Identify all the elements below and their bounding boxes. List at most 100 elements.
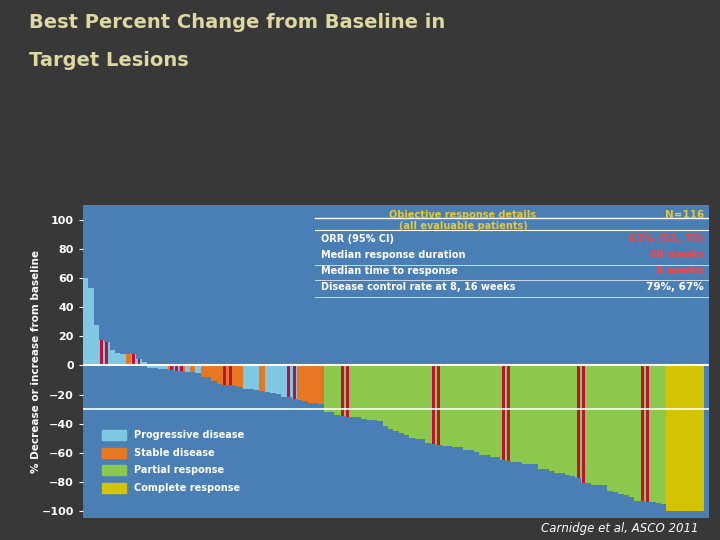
Bar [341, 366, 344, 416]
Bar [382, 366, 388, 426]
Bar [102, 483, 125, 493]
Bar [102, 465, 125, 475]
Bar [313, 366, 318, 403]
Bar [238, 366, 243, 387]
Bar [458, 366, 463, 447]
Bar [463, 366, 468, 449]
Bar [293, 366, 296, 399]
Bar [645, 366, 650, 502]
Bar [361, 366, 366, 418]
Bar [432, 366, 435, 443]
Text: 79%, 67%: 79%, 67% [646, 282, 704, 292]
Bar [170, 366, 173, 370]
Bar [437, 366, 441, 445]
Text: Progressive disease: Progressive disease [134, 430, 244, 440]
Bar [329, 366, 334, 412]
Text: Disease control rate at 8, 16 weeks: Disease control rate at 8, 16 weeks [320, 282, 515, 292]
Bar [468, 366, 474, 450]
Bar [527, 366, 533, 464]
Bar [292, 366, 297, 399]
Bar [94, 325, 99, 366]
Bar [287, 366, 292, 397]
Bar [420, 366, 426, 439]
Text: Objective response details
(all evaluable patients): Objective response details (all evaluabl… [390, 210, 536, 231]
Bar [132, 354, 135, 366]
Text: Median response duration: Median response duration [320, 249, 465, 260]
Bar [228, 366, 233, 385]
Bar [608, 366, 613, 491]
Bar [120, 354, 125, 366]
Bar [181, 366, 184, 371]
Text: 61% (52, 70): 61% (52, 70) [629, 234, 704, 244]
Bar [102, 448, 125, 458]
Bar [281, 366, 287, 396]
Bar [340, 366, 345, 416]
Bar [533, 366, 538, 464]
Bar [554, 366, 559, 472]
Bar [254, 366, 259, 390]
Bar [99, 340, 104, 366]
Bar [184, 366, 190, 372]
Bar [372, 366, 377, 421]
Bar [201, 366, 206, 377]
Bar [672, 366, 677, 511]
Bar [479, 366, 485, 455]
Text: Median time to response: Median time to response [320, 266, 457, 276]
Bar [190, 366, 195, 372]
Bar [276, 366, 281, 394]
Bar [516, 366, 522, 462]
Bar [163, 366, 168, 369]
Bar [302, 366, 307, 401]
Bar [211, 366, 217, 381]
Text: 8 weeks: 8 weeks [656, 266, 704, 276]
Bar [564, 366, 570, 475]
Text: Complete response: Complete response [134, 483, 240, 493]
Bar [366, 366, 372, 420]
Bar [206, 366, 211, 377]
Bar [265, 366, 270, 392]
Bar [688, 366, 693, 511]
Bar [388, 366, 393, 429]
Bar [138, 359, 140, 366]
Bar [613, 366, 618, 492]
Text: Carnidge et al, ASCO 2011: Carnidge et al, ASCO 2011 [541, 522, 698, 535]
Bar [500, 366, 505, 460]
Bar [581, 366, 586, 483]
Bar [485, 366, 490, 455]
Bar [222, 366, 228, 384]
Bar [559, 366, 564, 472]
Bar [346, 366, 349, 417]
Bar [447, 366, 452, 446]
Bar [575, 366, 581, 478]
Bar [356, 366, 361, 417]
Bar [404, 366, 410, 435]
Bar [505, 366, 511, 461]
Bar [495, 366, 500, 457]
Bar [147, 366, 153, 368]
Bar [586, 366, 591, 483]
Bar [415, 366, 420, 439]
Bar [474, 366, 479, 452]
Bar [168, 366, 174, 370]
Bar [104, 342, 109, 366]
Bar [570, 366, 575, 476]
Text: Target Lesions: Target Lesions [29, 51, 189, 70]
Bar [502, 366, 505, 460]
Bar [436, 366, 441, 445]
Bar [102, 430, 125, 441]
Bar [618, 366, 624, 494]
Bar [522, 366, 527, 463]
Bar [125, 354, 131, 366]
Bar [656, 366, 661, 503]
Bar [452, 366, 458, 447]
Bar [307, 366, 313, 403]
Text: 48 weeks: 48 weeks [649, 249, 704, 260]
Bar [195, 366, 201, 374]
Bar [318, 366, 324, 404]
Text: ORR (95% CI): ORR (95% CI) [320, 234, 394, 244]
Bar [233, 366, 238, 386]
Bar [538, 366, 543, 469]
Bar [115, 353, 120, 366]
Bar [426, 366, 431, 443]
Bar [597, 366, 602, 485]
